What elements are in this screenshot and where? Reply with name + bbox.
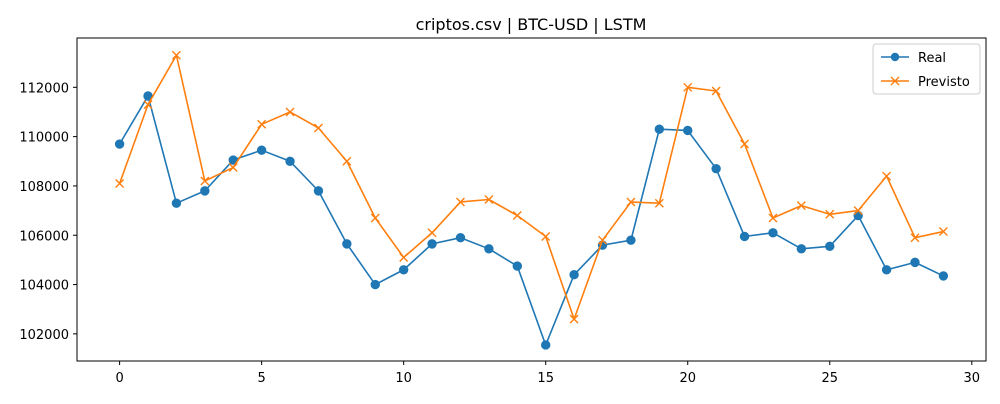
series-line-previsto bbox=[118, 54, 944, 320]
data-point-previsto bbox=[257, 119, 267, 129]
legend-marker-real bbox=[890, 52, 900, 62]
data-point-real bbox=[654, 124, 665, 134]
data-point-real bbox=[256, 145, 267, 155]
data-point-real bbox=[512, 261, 522, 271]
data-point-real bbox=[711, 163, 721, 174]
data-point-real bbox=[342, 239, 352, 249]
plot-frame bbox=[76, 37, 987, 362]
data-point-real bbox=[114, 139, 125, 149]
y-tick-label: 102000 bbox=[19, 328, 69, 343]
data-point-previsto bbox=[569, 314, 579, 324]
data-point-real bbox=[200, 186, 210, 196]
data-point-previsto bbox=[228, 162, 238, 172]
plot-area: 0 5 10 15 20 25 30 102000 104000 106000 108000 1100… bbox=[19, 37, 987, 386]
data-point-previsto bbox=[825, 209, 835, 219]
data-point-real bbox=[455, 233, 466, 243]
chart-title: criptos.csv | BTC-USD | LSTM bbox=[416, 15, 647, 34]
data-point-previsto bbox=[313, 123, 323, 133]
data-point-previsto bbox=[143, 100, 153, 110]
data-point-real bbox=[541, 340, 551, 350]
x-tick-label: 20 bbox=[679, 371, 696, 386]
data-point-previsto bbox=[626, 197, 636, 207]
data-point-real bbox=[427, 239, 437, 249]
y-tick-label: 110000 bbox=[19, 131, 69, 146]
data-point-previsto bbox=[598, 235, 608, 245]
data-point-real bbox=[398, 265, 409, 275]
data-point-real bbox=[768, 228, 778, 238]
data-point-previsto bbox=[853, 206, 863, 216]
data-point-previsto bbox=[910, 233, 920, 243]
y-tick-label: 112000 bbox=[19, 81, 69, 96]
data-point-real bbox=[881, 265, 892, 275]
data-point-real bbox=[825, 241, 835, 252]
data-point-real bbox=[285, 156, 295, 166]
legend-marker-previsto bbox=[890, 76, 900, 86]
data-point-previsto bbox=[285, 107, 295, 117]
data-point-previsto bbox=[740, 139, 750, 149]
data-point-real bbox=[313, 186, 324, 196]
data-point-previsto bbox=[455, 197, 465, 207]
data-point-previsto bbox=[882, 171, 892, 181]
y-tick-label: 106000 bbox=[19, 229, 69, 244]
data-point-real bbox=[370, 279, 380, 290]
data-point-real bbox=[626, 235, 636, 245]
data-point-previsto bbox=[399, 252, 409, 262]
data-point-previsto bbox=[200, 176, 210, 186]
data-point-previsto bbox=[768, 213, 778, 223]
x-tick-label: 5 bbox=[258, 371, 266, 386]
data-point-previsto bbox=[427, 228, 437, 238]
legend-label-real: Real bbox=[918, 51, 946, 66]
x-tick-label: 10 bbox=[395, 371, 412, 386]
data-point-previsto bbox=[484, 195, 494, 204]
data-point-previsto bbox=[171, 50, 181, 60]
data-point-previsto bbox=[796, 201, 806, 211]
data-point-previsto bbox=[683, 82, 693, 92]
data-point-real bbox=[938, 271, 949, 281]
legend: Real Previsto bbox=[872, 43, 981, 95]
data-point-real bbox=[171, 198, 182, 208]
data-point-real bbox=[683, 125, 693, 136]
data-point-real bbox=[484, 244, 494, 254]
y-tick-label: 108000 bbox=[19, 180, 69, 195]
x-tick-label: 25 bbox=[821, 371, 838, 386]
x-tick-label: 30 bbox=[964, 371, 981, 386]
data-point-previsto bbox=[115, 178, 125, 188]
data-point-real bbox=[910, 257, 920, 268]
series-line-real bbox=[118, 95, 944, 346]
data-point-previsto bbox=[342, 156, 352, 166]
x-tick-label: 0 bbox=[115, 371, 123, 386]
legend-label-previsto: Previsto bbox=[918, 75, 970, 90]
data-point-previsto bbox=[711, 86, 721, 96]
x-tick-label: 15 bbox=[537, 371, 554, 386]
data-point-real bbox=[569, 270, 579, 280]
data-point-previsto bbox=[541, 231, 551, 241]
data-point-previsto bbox=[512, 211, 522, 221]
data-point-previsto bbox=[370, 213, 380, 223]
data-point-previsto bbox=[938, 227, 948, 237]
data-point-previsto bbox=[654, 198, 664, 208]
y-tick-label: 104000 bbox=[19, 279, 69, 294]
data-point-real bbox=[796, 244, 807, 254]
data-point-real bbox=[739, 231, 750, 242]
